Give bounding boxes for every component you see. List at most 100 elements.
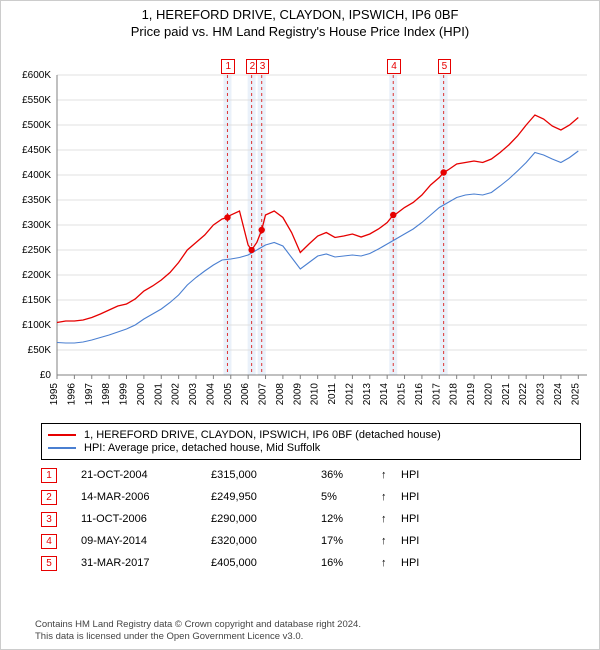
sale-date: 09-MAY-2014 [81,535,211,547]
sale-pct: 17% [321,535,381,547]
svg-text:2007: 2007 [258,383,269,406]
sale-price: £315,000 [211,469,321,481]
svg-text:£50K: £50K [28,345,52,356]
up-arrow-icon: ↑ [381,491,401,503]
sale-suffix: HPI [401,557,419,569]
svg-text:2015: 2015 [397,383,408,406]
svg-text:2012: 2012 [344,383,355,406]
sale-number-icon: 4 [41,534,57,549]
svg-text:£250K: £250K [22,245,51,256]
legend-label: HPI: Average price, detached house, Mid … [84,442,320,454]
svg-text:1997: 1997 [84,383,95,406]
sale-price: £320,000 [211,535,321,547]
svg-text:2001: 2001 [153,383,164,406]
svg-text:2023: 2023 [536,383,547,406]
svg-text:2008: 2008 [275,383,286,406]
sale-number-icon: 5 [41,556,57,571]
sale-price: £249,950 [211,491,321,503]
svg-text:2021: 2021 [501,383,512,406]
sale-marker-label: 5 [438,59,452,74]
legend-row: 1, HEREFORD DRIVE, CLAYDON, IPSWICH, IP6… [48,429,574,441]
sale-row: 5 31-MAR-2017£405,00016%↑HPI [41,552,585,574]
svg-text:2013: 2013 [362,383,373,406]
license-line: This data is licensed under the Open Gov… [35,631,575,643]
svg-text:£600K: £600K [22,70,51,81]
svg-text:2004: 2004 [205,383,216,406]
sale-row: 1 21-OCT-2004£315,00036%↑HPI [41,464,585,486]
sale-marker-label: 1 [221,59,235,74]
svg-text:£400K: £400K [22,170,51,181]
svg-text:2016: 2016 [414,383,425,406]
legend: 1, HEREFORD DRIVE, CLAYDON, IPSWICH, IP6… [41,423,581,460]
sale-pct: 16% [321,557,381,569]
svg-text:2022: 2022 [518,383,529,406]
svg-text:2018: 2018 [449,383,460,406]
svg-text:2011: 2011 [327,383,338,405]
svg-text:2017: 2017 [431,383,442,406]
sale-marker-label: 3 [256,59,270,74]
svg-text:1998: 1998 [101,383,112,406]
sale-price: £405,000 [211,557,321,569]
svg-text:2019: 2019 [466,383,477,406]
svg-text:£300K: £300K [22,220,51,231]
sale-pct: 5% [321,491,381,503]
sale-date: 21-OCT-2004 [81,469,211,481]
title-address: 1, HEREFORD DRIVE, CLAYDON, IPSWICH, IP6… [7,7,593,22]
svg-text:2005: 2005 [223,383,234,406]
svg-text:£350K: £350K [22,195,51,206]
sale-number-icon: 1 [41,468,57,483]
svg-text:1995: 1995 [49,383,60,406]
sale-marker-label: 4 [387,59,401,74]
sale-row: 3 11-OCT-2006£290,00012%↑HPI [41,508,585,530]
svg-text:£450K: £450K [22,145,51,156]
up-arrow-icon: ↑ [381,535,401,547]
legend-label: 1, HEREFORD DRIVE, CLAYDON, IPSWICH, IP6… [84,429,441,441]
sale-suffix: HPI [401,491,419,503]
license-text: Contains HM Land Registry data © Crown c… [35,619,575,643]
svg-text:£550K: £550K [22,95,51,106]
svg-text:2010: 2010 [310,383,321,406]
up-arrow-icon: ↑ [381,513,401,525]
up-arrow-icon: ↑ [381,469,401,481]
sale-row: 2 14-MAR-2006£249,9505%↑HPI [41,486,585,508]
svg-text:2003: 2003 [188,383,199,406]
sale-suffix: HPI [401,535,419,547]
svg-text:£500K: £500K [22,120,51,131]
title-area: 1, HEREFORD DRIVE, CLAYDON, IPSWICH, IP6… [7,7,593,39]
sale-price: £290,000 [211,513,321,525]
license-line: Contains HM Land Registry data © Crown c… [35,619,575,631]
svg-text:2020: 2020 [483,383,494,406]
svg-text:£150K: £150K [22,295,51,306]
svg-text:2014: 2014 [379,383,390,406]
sale-number-icon: 2 [41,490,57,505]
svg-text:2009: 2009 [292,383,303,406]
sale-pct: 12% [321,513,381,525]
svg-text:2025: 2025 [570,383,581,406]
svg-text:2024: 2024 [553,383,564,406]
sale-number-icon: 3 [41,512,57,527]
sale-pct: 36% [321,469,381,481]
up-arrow-icon: ↑ [381,557,401,569]
svg-text:1996: 1996 [66,383,77,406]
svg-text:2006: 2006 [240,383,251,406]
sale-suffix: HPI [401,469,419,481]
legend-row: HPI: Average price, detached house, Mid … [48,442,574,454]
title-subtitle: Price paid vs. HM Land Registry's House … [7,24,593,39]
sales-table: 121-OCT-2004£315,00036%↑HPI214-MAR-2006£… [41,464,585,574]
sale-date: 31-MAR-2017 [81,557,211,569]
sale-suffix: HPI [401,513,419,525]
svg-text:2000: 2000 [136,383,147,406]
svg-text:£200K: £200K [22,270,51,281]
legend-swatch [48,447,76,449]
sale-date: 14-MAR-2006 [81,491,211,503]
svg-text:£0: £0 [40,370,52,381]
chart-svg: £0 £50K £100K £150K £200K £250K £300K £350K £400… [7,45,593,415]
svg-text:1999: 1999 [119,383,130,406]
price-chart: £0 £50K £100K £150K £200K £250K £300K £350K £400… [7,45,593,415]
legend-swatch [48,434,76,436]
svg-text:2002: 2002 [171,383,182,406]
svg-text:£100K: £100K [22,320,51,331]
sale-row: 4 09-MAY-2014£320,00017%↑HPI [41,530,585,552]
page: 1, HEREFORD DRIVE, CLAYDON, IPSWICH, IP6… [0,0,600,650]
sale-date: 11-OCT-2006 [81,513,211,525]
